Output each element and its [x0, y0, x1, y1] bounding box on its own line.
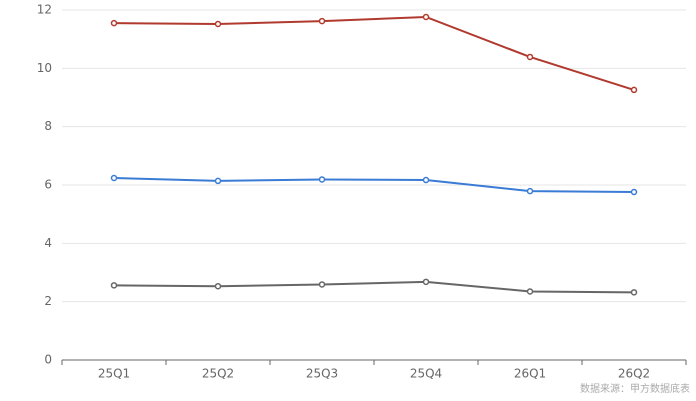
point — [422, 176, 430, 184]
x-tick-label: 25Q3 — [306, 367, 338, 381]
y-tick-label: 2 — [44, 294, 52, 308]
point — [110, 174, 118, 182]
y-tick-label: 0 — [44, 353, 52, 367]
y-tick-label: 10 — [37, 61, 52, 75]
series-line — [113, 15, 635, 91]
point — [214, 177, 222, 185]
x-tick-label: 26Q1 — [514, 367, 546, 381]
point — [630, 289, 638, 296]
x-tick-label: 25Q2 — [202, 367, 234, 381]
point — [110, 19, 118, 27]
point — [318, 281, 326, 288]
point — [526, 187, 534, 195]
point — [318, 17, 326, 25]
y-tick-label: 12 — [37, 3, 52, 17]
point — [422, 278, 430, 286]
x-tick-label: 26Q2 — [618, 367, 650, 381]
point — [526, 288, 534, 295]
series-line — [113, 280, 635, 294]
y-tick-label: 4 — [44, 236, 52, 250]
point — [630, 188, 638, 196]
point — [422, 13, 430, 21]
point — [214, 282, 222, 290]
y-tick-label: 8 — [44, 119, 52, 133]
point — [526, 53, 534, 61]
point — [110, 282, 118, 289]
series-line — [113, 177, 635, 193]
point — [318, 176, 326, 183]
point — [630, 86, 638, 94]
x-tick-label: 25Q1 — [98, 367, 130, 381]
point — [214, 20, 222, 28]
source-note: 数据来源：甲方数据底表 — [580, 382, 690, 395]
y-tick-label: 6 — [44, 178, 52, 192]
x-tick-label: 25Q4 — [410, 367, 442, 381]
